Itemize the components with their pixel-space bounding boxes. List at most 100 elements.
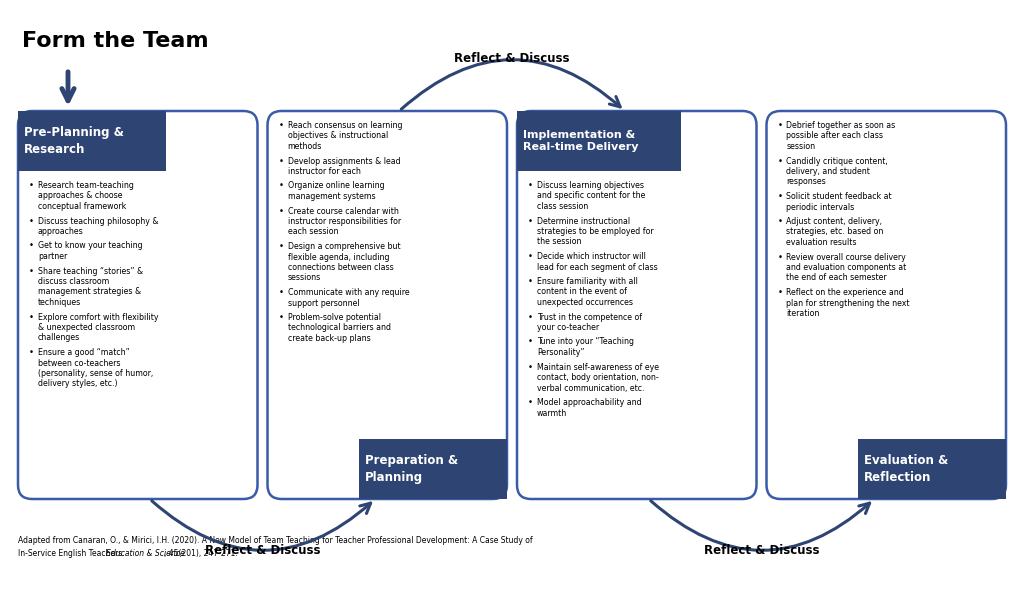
Text: •: • bbox=[777, 252, 782, 262]
Text: Evaluation &
Reflection: Evaluation & Reflection bbox=[864, 454, 948, 484]
Text: Explore comfort with flexibility: Explore comfort with flexibility bbox=[38, 313, 159, 322]
Text: strategies to be employed for: strategies to be employed for bbox=[537, 227, 653, 236]
Text: and specific content for the: and specific content for the bbox=[537, 192, 645, 201]
Text: warmth: warmth bbox=[537, 408, 567, 418]
Text: management systems: management systems bbox=[288, 192, 375, 201]
Text: Solicit student feedback at: Solicit student feedback at bbox=[786, 192, 892, 201]
Text: instructor for each: instructor for each bbox=[288, 167, 360, 176]
Text: •: • bbox=[777, 157, 782, 166]
Text: your co-teacher: your co-teacher bbox=[537, 323, 599, 332]
Text: periodic intervals: periodic intervals bbox=[786, 203, 855, 211]
Text: •: • bbox=[528, 252, 534, 261]
Text: Get to know your teaching: Get to know your teaching bbox=[38, 241, 142, 251]
Text: •: • bbox=[29, 241, 34, 251]
Text: evaluation results: evaluation results bbox=[786, 238, 857, 247]
Text: sessions: sessions bbox=[288, 273, 321, 282]
Text: Decide which instructor will: Decide which instructor will bbox=[537, 252, 646, 261]
Text: objectives & instructional: objectives & instructional bbox=[288, 131, 388, 141]
Text: •: • bbox=[528, 217, 534, 225]
Text: delivery styles, etc.): delivery styles, etc.) bbox=[38, 379, 118, 389]
Text: the end of each semester: the end of each semester bbox=[786, 273, 887, 282]
Text: Discuss teaching philosophy &: Discuss teaching philosophy & bbox=[38, 217, 159, 225]
Text: •: • bbox=[528, 398, 534, 407]
FancyBboxPatch shape bbox=[18, 111, 257, 499]
FancyBboxPatch shape bbox=[517, 111, 681, 171]
FancyArrowPatch shape bbox=[152, 501, 371, 550]
Text: •: • bbox=[29, 217, 34, 225]
Text: responses: responses bbox=[786, 177, 826, 187]
Text: connections between class: connections between class bbox=[288, 263, 393, 272]
Text: challenges: challenges bbox=[38, 333, 80, 343]
Text: •: • bbox=[279, 206, 284, 216]
Text: Reflect on the experience and: Reflect on the experience and bbox=[786, 288, 904, 297]
Text: •: • bbox=[279, 313, 284, 322]
Text: verbal communication, etc.: verbal communication, etc. bbox=[537, 384, 644, 392]
Text: possible after each class: possible after each class bbox=[786, 131, 884, 141]
Text: & unexpected classroom: & unexpected classroom bbox=[38, 323, 135, 332]
Text: Preparation &
Planning: Preparation & Planning bbox=[365, 454, 458, 484]
Text: Reflect & Discuss: Reflect & Discuss bbox=[703, 545, 819, 558]
Text: management strategies &: management strategies & bbox=[38, 287, 141, 297]
Text: Tune into your “Teaching: Tune into your “Teaching bbox=[537, 338, 634, 346]
Text: Develop assignments & lead: Develop assignments & lead bbox=[288, 157, 400, 166]
FancyArrowPatch shape bbox=[651, 501, 869, 550]
FancyBboxPatch shape bbox=[858, 439, 1006, 499]
Text: •: • bbox=[29, 313, 34, 322]
Text: Model approachability and: Model approachability and bbox=[537, 398, 642, 407]
Text: •: • bbox=[777, 192, 782, 201]
Text: Reflect & Discuss: Reflect & Discuss bbox=[455, 53, 569, 66]
FancyBboxPatch shape bbox=[517, 111, 757, 499]
Text: approaches & choose: approaches & choose bbox=[38, 192, 123, 201]
Text: •: • bbox=[528, 362, 534, 371]
Text: Determine instructional: Determine instructional bbox=[537, 217, 630, 225]
Text: Reach consensus on learning: Reach consensus on learning bbox=[288, 121, 402, 130]
Text: and evaluation components at: and evaluation components at bbox=[786, 263, 906, 272]
Text: •: • bbox=[29, 181, 34, 190]
Text: (personality, sense of humor,: (personality, sense of humor, bbox=[38, 369, 154, 378]
Text: create back-up plans: create back-up plans bbox=[288, 334, 371, 343]
Text: strategies, etc. based on: strategies, etc. based on bbox=[786, 228, 884, 236]
Text: Debrief together as soon as: Debrief together as soon as bbox=[786, 121, 896, 130]
Text: Reflect & Discuss: Reflect & Discuss bbox=[205, 545, 321, 558]
Text: Review overall course delivery: Review overall course delivery bbox=[786, 252, 906, 262]
Text: Candidly critique content,: Candidly critique content, bbox=[786, 157, 888, 166]
Text: •: • bbox=[777, 217, 782, 226]
Text: Implementation &
Real-time Delivery: Implementation & Real-time Delivery bbox=[523, 130, 639, 152]
Text: , 45(201), 247-271.: , 45(201), 247-271. bbox=[165, 549, 238, 558]
Text: •: • bbox=[29, 266, 34, 276]
Text: Personality”: Personality” bbox=[537, 348, 585, 357]
Text: Trust in the competence of: Trust in the competence of bbox=[537, 313, 642, 322]
Text: the session: the session bbox=[537, 238, 582, 246]
Text: Ensure familiarity with all: Ensure familiarity with all bbox=[537, 277, 638, 286]
Text: Problem-solve potential: Problem-solve potential bbox=[288, 313, 381, 322]
Text: •: • bbox=[777, 288, 782, 297]
Text: •: • bbox=[279, 242, 284, 251]
Text: Communicate with any require: Communicate with any require bbox=[288, 288, 410, 297]
Text: discuss classroom: discuss classroom bbox=[38, 277, 110, 286]
Text: Education & Science: Education & Science bbox=[106, 549, 185, 558]
Text: approaches: approaches bbox=[38, 227, 84, 236]
FancyBboxPatch shape bbox=[767, 111, 1006, 499]
Text: Ensure a good “match”: Ensure a good “match” bbox=[38, 348, 130, 357]
Text: partner: partner bbox=[38, 252, 68, 261]
Text: iteration: iteration bbox=[786, 309, 820, 318]
Text: Form the Team: Form the Team bbox=[22, 31, 209, 51]
Text: •: • bbox=[279, 288, 284, 297]
Text: content in the event of: content in the event of bbox=[537, 287, 627, 297]
Text: •: • bbox=[528, 313, 534, 322]
Text: •: • bbox=[279, 121, 284, 130]
Text: plan for strengthening the next: plan for strengthening the next bbox=[786, 298, 910, 308]
Text: Organize online learning: Organize online learning bbox=[288, 182, 384, 190]
Text: •: • bbox=[528, 181, 534, 190]
Text: class session: class session bbox=[537, 202, 588, 211]
Text: Create course calendar with: Create course calendar with bbox=[288, 206, 398, 216]
Text: •: • bbox=[528, 338, 534, 346]
FancyBboxPatch shape bbox=[18, 111, 166, 171]
Text: Discuss learning objectives: Discuss learning objectives bbox=[537, 181, 644, 190]
Text: techniques: techniques bbox=[38, 298, 81, 307]
Text: In-Service English Teachers.: In-Service English Teachers. bbox=[18, 549, 127, 558]
Text: Maintain self-awareness of eye: Maintain self-awareness of eye bbox=[537, 362, 659, 371]
Text: between co-teachers: between co-teachers bbox=[38, 359, 121, 368]
Text: technological barriers and: technological barriers and bbox=[288, 324, 390, 333]
FancyBboxPatch shape bbox=[359, 439, 507, 499]
